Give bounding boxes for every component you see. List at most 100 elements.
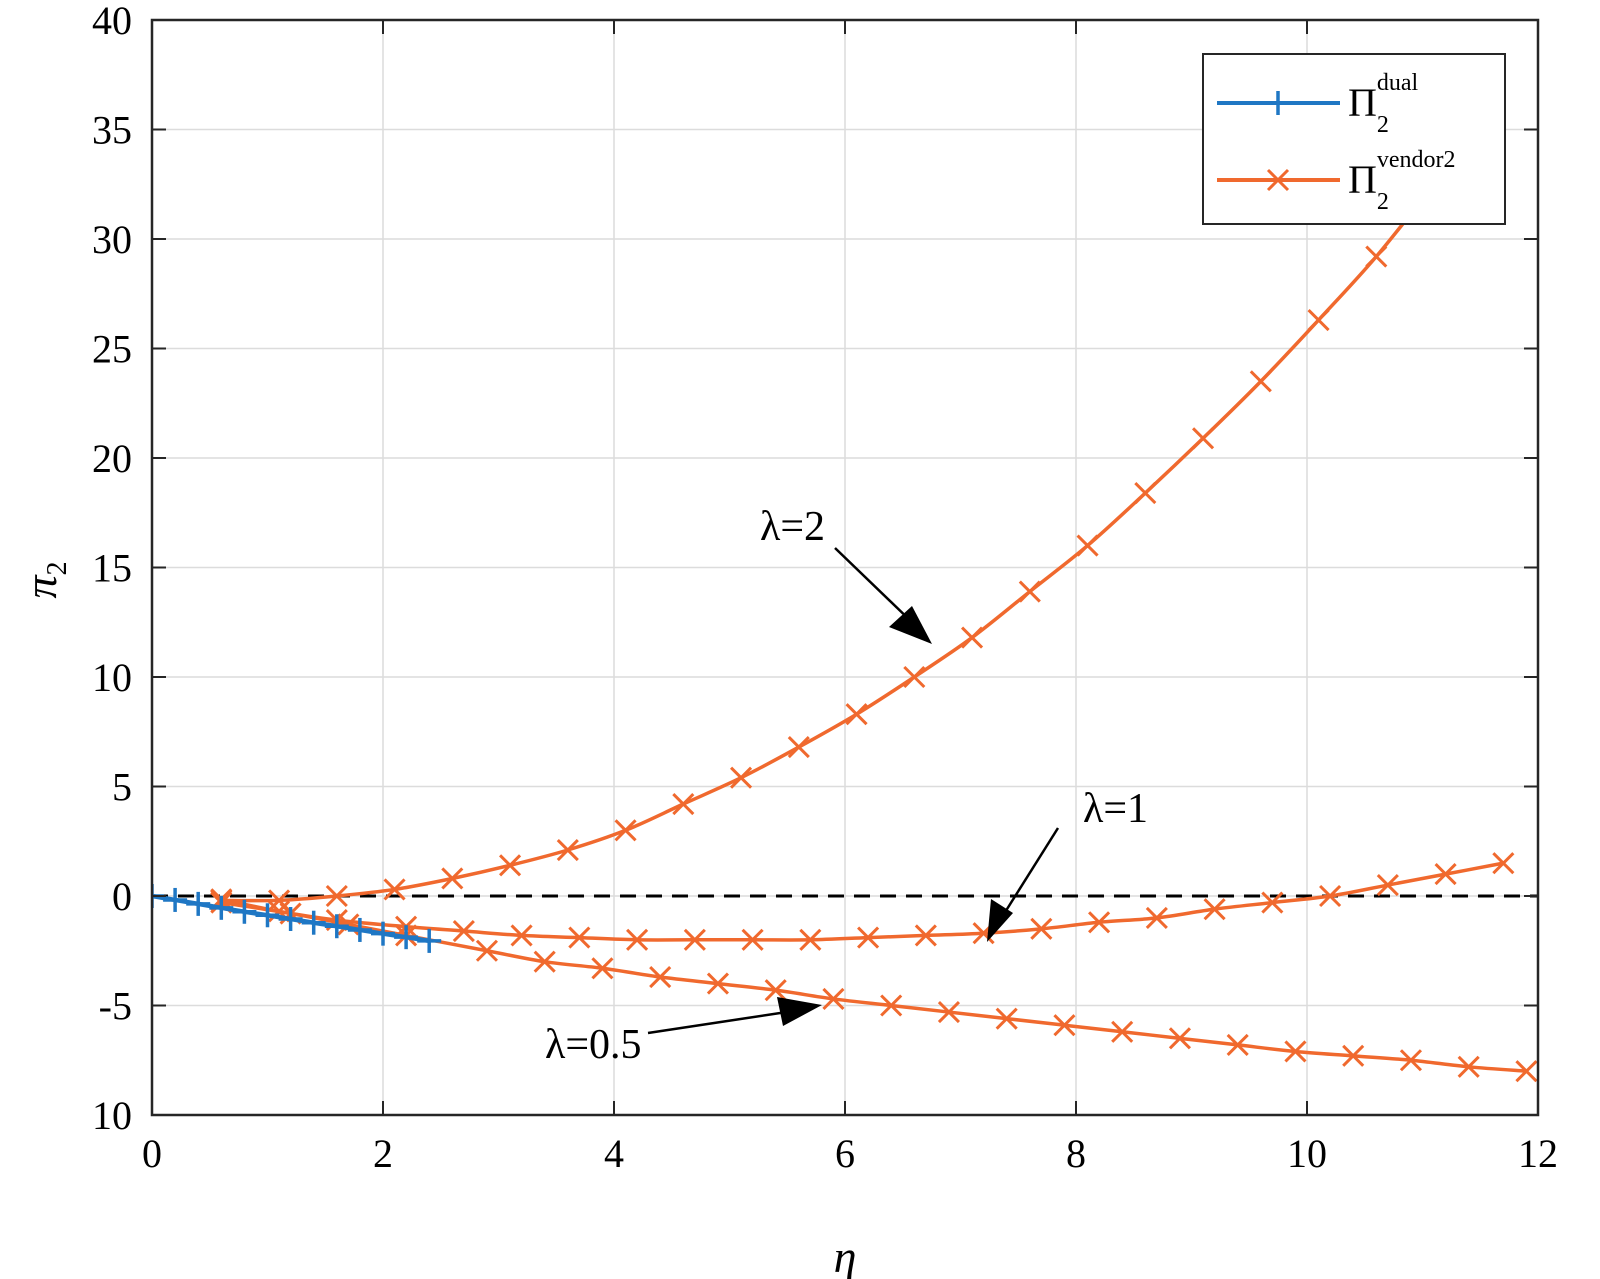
series-vendor2-3-point (764, 979, 787, 1002)
series-vendor2-2-point (1030, 917, 1053, 940)
series-vendor2-3-point-d2 (1284, 1040, 1307, 1063)
y-tick-label: 10 (92, 1093, 132, 1138)
series-vendor2-1-point-d2 (1134, 481, 1157, 505)
legend: Π2dual Π2 vendor2 (1202, 53, 1506, 225)
series-dual-point (186, 891, 211, 916)
series-vendor2-3-point (1111, 1020, 1134, 1043)
series-vendor2-2-point-d2 (1492, 852, 1515, 875)
series-vendor2-1-point-d2 (845, 703, 868, 726)
series-vendor2-1-point-d2 (1365, 245, 1388, 268)
series-vendor2-3-point-d2 (1111, 1020, 1134, 1043)
series-vendor2-3-point (591, 957, 614, 980)
arrow-lambda-1-head (987, 899, 1013, 942)
legend-dual-label: Π2 dual (1348, 70, 1419, 138)
series-vendor2-3-point-d2 (1515, 1060, 1538, 1083)
series-vendor2-1-point (498, 854, 522, 877)
legend-vendor2-label: Π2 vendor2 (1348, 147, 1456, 215)
svg-text:π2: π2 (15, 561, 73, 598)
series-vendor2-2-point-d2 (1434, 863, 1457, 886)
x-tick-label: 10 (1287, 1131, 1327, 1176)
series-vendor2-2-point-d2 (1376, 873, 1399, 897)
series-vendor2-3-point-d2 (591, 957, 614, 980)
series-vendor2-2-point-d2 (568, 926, 591, 949)
legend-vendor2-base: Π (1348, 157, 1377, 202)
y-tick-label: 20 (92, 436, 132, 481)
series-vendor2-1-point (1134, 481, 1157, 505)
series-vendor2-1-point (672, 792, 695, 816)
legend-vendor2-marker (1266, 168, 1290, 192)
series-vendor2-3-point (822, 987, 845, 1010)
arrow-lambda-0-5-head (777, 997, 822, 1026)
series-vendor2-3-point-d2 (337, 913, 360, 936)
y-axis-label-subscript: 2 (42, 561, 73, 575)
legend-vendor2-sup: vendor2 (1377, 147, 1456, 173)
y-axis-label: π2 (15, 561, 73, 598)
series-vendor2-2-point (452, 919, 475, 943)
y-tick-label: 0 (112, 874, 132, 919)
series-vendor2-2-point (799, 928, 822, 951)
series-vendor2-1-point-d2 (672, 792, 695, 816)
series-vendor2-2-point-d2 (683, 928, 706, 951)
series-vendor2-2-point (741, 928, 764, 951)
series-vendor2-3-point (1053, 1014, 1076, 1037)
series-vendor2-3-point (1515, 1060, 1538, 1083)
series-vendor2-1-point (729, 766, 753, 789)
series-vendor2-1-point-d2 (729, 766, 753, 789)
legend-vendor2-sub: 2 (1377, 189, 1389, 215)
series-vendor2-1-point-d2 (787, 736, 810, 759)
y-axis-label-main: π (15, 574, 66, 599)
series-vendor2-1-point (614, 819, 637, 842)
series-vendor2-1-point-d2 (441, 867, 464, 890)
annotations: λ=2 λ=1 λ=0.5 (545, 504, 1148, 1068)
series-vendor2-2-point (1261, 891, 1284, 914)
series-vendor2-1-point (1018, 580, 1041, 603)
series-dual-point (209, 895, 234, 920)
series-vendor2-3-point (1342, 1044, 1365, 1067)
annotation-lambda-0-5: λ=0.5 (545, 1022, 642, 1068)
series-vendor2-3-point-d2 (475, 939, 499, 962)
series-vendor2-3-point (706, 972, 730, 995)
x-axis-label: η (834, 1231, 857, 1279)
series-vendor2-3-point (995, 1007, 1018, 1030)
series-vendor2-2-point-d2 (1261, 891, 1284, 914)
annotation-lambda-1: λ=1 (1083, 786, 1148, 832)
series-dual-point (278, 906, 303, 931)
series-dual-point (371, 921, 395, 946)
x-tick-label: 0 (142, 1131, 162, 1176)
series-vendor2-2-point (1492, 852, 1515, 875)
series-vendor2-1-point-d2 (1307, 308, 1330, 332)
series-dual-point (301, 910, 326, 935)
series-vendor2-3-point (1226, 1033, 1249, 1056)
y-tick-label: 35 (92, 108, 132, 153)
series-vendor2-3-point (649, 965, 672, 989)
y-tick-label: -5 (99, 984, 132, 1029)
series-vendor2-3-line (221, 900, 1527, 1073)
series-dual-point (394, 925, 419, 950)
series-vendor2-2-point-d2 (914, 924, 937, 947)
series-vendor2-3-point-d2 (649, 965, 672, 989)
series-vendor2-3-point-d2 (1342, 1044, 1365, 1067)
series-vendor2-3-point-d2 (1226, 1033, 1249, 1056)
x-tick-label: 4 (604, 1131, 624, 1176)
series-vendor2-3-point-d2 (1457, 1055, 1480, 1078)
series-vendor2-1-point (1191, 427, 1215, 450)
y-tick-label: 25 (92, 327, 132, 372)
series-vendor2-2-point (1434, 863, 1457, 886)
legend-dual-marker-shape (1266, 91, 1290, 115)
y-tick-label: 5 (112, 765, 132, 810)
series-vendor2-3-point (1399, 1049, 1423, 1072)
series-vendor2-2-point (1319, 884, 1342, 908)
series-vendor2-2-point (1145, 906, 1168, 929)
series-vendor2-2-point (857, 926, 880, 949)
series-vendor2-1-point-d2 (556, 838, 579, 862)
series-vendor2-2-point (510, 924, 533, 947)
axis-labels: η π2 (15, 561, 856, 1279)
arrow-lambda-1-shaft (995, 827, 1060, 926)
series-dual-point (324, 914, 349, 939)
series-vendor2-1-point-d2 (614, 819, 637, 842)
series-dual-point (232, 899, 257, 924)
x-tick-label: 6 (835, 1131, 855, 1176)
x-tick-label: 8 (1066, 1131, 1086, 1176)
series-vendor2-1-point-d2 (903, 665, 926, 689)
